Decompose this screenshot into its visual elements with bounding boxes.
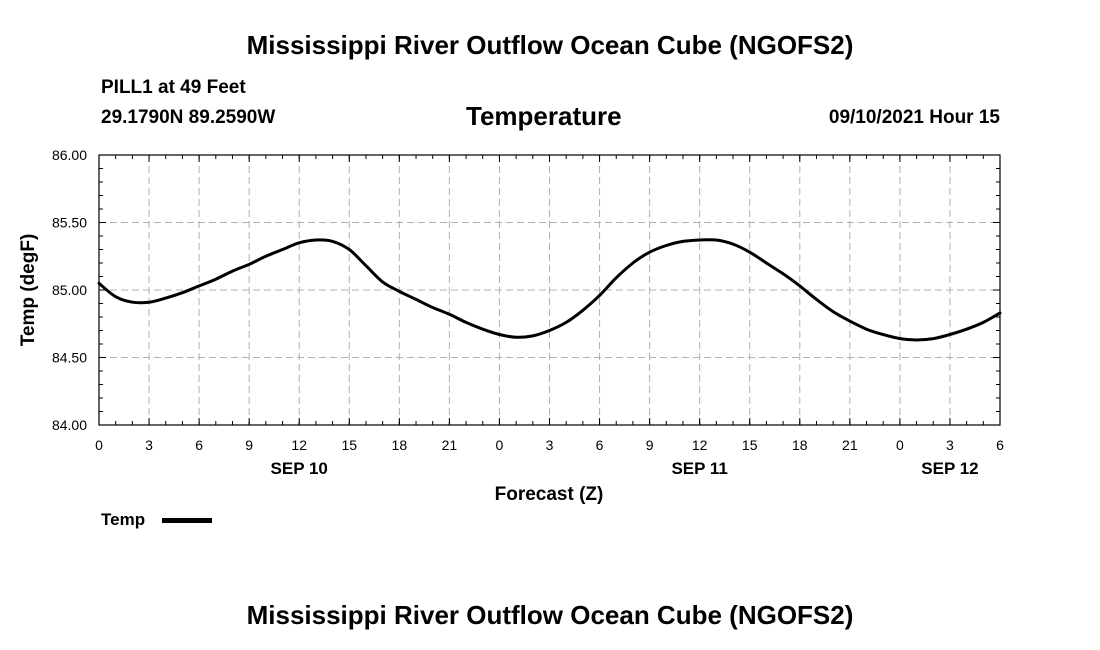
x-tick-label: 15: [742, 437, 758, 453]
legend-line-swatch: [162, 518, 212, 523]
date-label: SEP 12: [921, 459, 978, 478]
parameter-title: Temperature: [466, 101, 622, 131]
x-tick-label: 18: [392, 437, 408, 453]
forecast-datetime: 09/10/2021 Hour 15: [828, 107, 1000, 128]
x-tick-label: 21: [842, 437, 858, 453]
footer-title: Mississippi River Outflow Ocean Cube (NG…: [246, 600, 854, 630]
x-tick-label: 9: [646, 437, 654, 453]
grid: [99, 155, 1000, 425]
coordinates-label: 29.1790N 89.2590W: [101, 107, 276, 128]
x-tick-label: 18: [792, 437, 808, 453]
plot-frame: [98, 154, 1001, 426]
x-tick-label: 6: [996, 437, 1004, 453]
date-labels: SEP 10 SEP 11 SEP 12: [271, 459, 979, 478]
station-label: PILL1 at 49 Feet: [101, 77, 246, 98]
x-tick-label: 12: [692, 437, 708, 453]
x-tick-label: 0: [496, 437, 504, 453]
y-tick-labels: 84.00 84.50 85.00 85.50 86.00: [52, 147, 87, 433]
y-tick-label: 85.50: [52, 215, 87, 231]
x-tick-label: 6: [596, 437, 604, 453]
x-tick-label: 21: [442, 437, 458, 453]
x-tick-label: 3: [145, 437, 153, 453]
x-tick-label: 9: [245, 437, 253, 453]
y-axis-title: Temp (degF): [18, 234, 39, 347]
y-tick-label: 84.00: [52, 417, 87, 433]
y-tick-label: 86.00: [52, 147, 87, 163]
date-label: SEP 11: [671, 459, 727, 478]
x-tick-label: 15: [341, 437, 357, 453]
x-tick-label: 3: [546, 437, 554, 453]
y-tick-label: 84.50: [52, 350, 87, 366]
legend-label: Temp: [101, 510, 146, 529]
chart-title: Mississippi River Outflow Ocean Cube (NG…: [246, 30, 854, 60]
x-tick-label: 3: [946, 437, 954, 453]
x-tick-label: 0: [896, 437, 904, 453]
temp-series-line: [97, 238, 1002, 342]
x-tick-label: 6: [195, 437, 203, 453]
x-tick-label: 0: [95, 437, 103, 453]
x-axis-title: Forecast (Z): [495, 484, 604, 505]
date-label: SEP 10: [271, 459, 328, 478]
x-tick-labels: 0 3 6 9 12 15 18 21 0 3 6 9 12 15 18 21 0 3 6: [95, 437, 1004, 453]
x-tick-label: 12: [291, 437, 307, 453]
y-tick-label: 85.00: [52, 282, 87, 298]
